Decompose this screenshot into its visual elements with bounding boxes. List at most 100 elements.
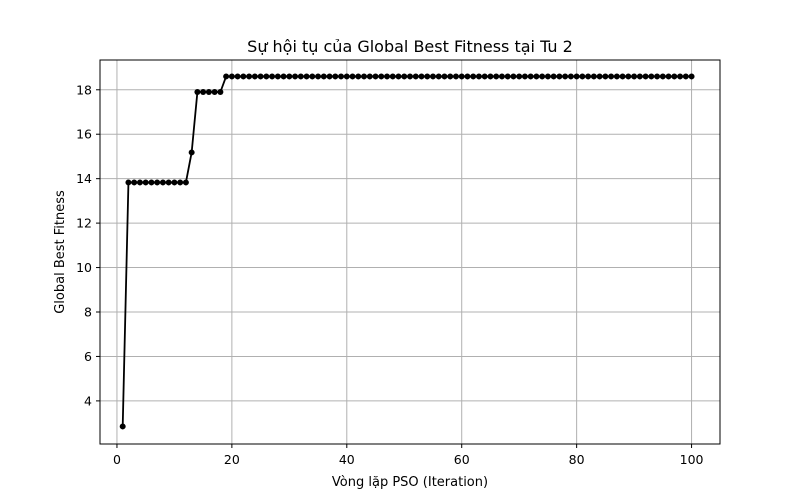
data-point	[556, 73, 563, 80]
data-point	[648, 73, 655, 80]
data-point	[481, 73, 488, 80]
data-point	[136, 179, 143, 186]
data-point	[234, 73, 241, 80]
data-point	[355, 73, 362, 80]
y-tick-label: 4	[84, 393, 92, 408]
data-point	[315, 73, 322, 80]
chart-title: Sự hội tụ của Global Best Fitness tại Tu…	[247, 37, 573, 56]
axis-ticks: 0 20 40 60 80 100 4 6 8 10 12 14 16 18	[76, 82, 703, 467]
data-point	[338, 73, 345, 80]
data-point	[171, 179, 178, 186]
data-point	[418, 73, 425, 80]
data-point	[142, 179, 149, 186]
data-point	[544, 73, 551, 80]
data-point	[200, 89, 207, 95]
data-point	[384, 73, 391, 80]
y-tick-label: 18	[76, 82, 92, 97]
data-point	[671, 73, 678, 80]
data-point	[510, 73, 517, 80]
y-tick-label: 16	[76, 127, 92, 142]
data-point	[498, 73, 505, 80]
x-tick-label: 60	[454, 452, 470, 467]
data-point	[349, 73, 356, 80]
data-point	[590, 73, 597, 80]
data-point	[205, 89, 212, 95]
data-point	[625, 73, 632, 80]
data-point	[636, 73, 643, 80]
data-point	[464, 73, 471, 80]
data-point	[602, 73, 609, 80]
data-point	[573, 73, 580, 80]
data-point	[309, 73, 316, 80]
data-point	[631, 73, 638, 80]
data-point	[389, 73, 396, 80]
data-point	[223, 73, 230, 80]
data-point	[504, 73, 511, 80]
data-point	[596, 73, 603, 80]
data-point	[401, 73, 408, 80]
data-point	[280, 73, 287, 80]
series-line	[121, 75, 692, 427]
y-axis-label: Global Best Fitness	[53, 190, 68, 314]
data-point	[303, 73, 310, 80]
data-point	[228, 73, 235, 80]
data-point	[240, 73, 247, 80]
data-point	[217, 89, 224, 95]
data-point	[332, 73, 339, 80]
data-point	[343, 73, 350, 80]
y-tick-label: 12	[76, 216, 92, 231]
data-point	[619, 73, 626, 80]
data-point	[378, 73, 385, 80]
y-tick-label: 6	[84, 349, 92, 364]
data-point	[487, 73, 494, 80]
data-point	[608, 73, 615, 80]
data-point	[165, 179, 172, 186]
data-point	[211, 89, 218, 95]
data-point	[159, 179, 166, 186]
data-point	[407, 73, 413, 80]
data-point	[119, 423, 126, 430]
data-point	[148, 179, 155, 186]
data-point	[246, 73, 253, 80]
data-point	[251, 73, 258, 80]
data-point	[125, 179, 132, 186]
y-tick-label: 10	[76, 260, 92, 275]
data-point	[286, 73, 293, 80]
x-tick-label: 40	[339, 452, 355, 467]
data-point	[458, 73, 465, 80]
data-point	[585, 73, 592, 80]
x-tick-label: 100	[680, 452, 704, 467]
y-tick-label: 8	[84, 305, 92, 320]
data-point	[550, 73, 557, 80]
series-global-best	[119, 73, 695, 430]
data-point	[659, 73, 666, 80]
data-point	[475, 73, 482, 80]
data-point	[539, 73, 546, 80]
data-point	[372, 73, 379, 80]
data-point	[412, 73, 419, 80]
data-point	[613, 73, 620, 80]
data-point	[194, 89, 201, 95]
data-point	[326, 73, 333, 80]
data-point	[654, 73, 661, 80]
data-point	[263, 73, 270, 80]
plot-frame	[99, 59, 721, 445]
data-point	[579, 73, 586, 80]
data-point	[452, 73, 459, 80]
data-point	[429, 73, 436, 80]
data-point	[274, 73, 281, 80]
data-point	[562, 73, 569, 80]
data-point	[366, 73, 373, 80]
data-point	[493, 73, 500, 80]
data-point	[665, 73, 672, 80]
data-point	[297, 73, 304, 80]
data-point	[188, 149, 195, 156]
x-tick-label: 20	[224, 452, 240, 467]
data-point	[257, 73, 264, 80]
data-point	[677, 73, 684, 80]
data-point	[395, 73, 402, 80]
data-point	[269, 73, 276, 80]
data-point	[435, 73, 442, 80]
data-point	[182, 179, 189, 186]
data-point	[131, 179, 138, 186]
